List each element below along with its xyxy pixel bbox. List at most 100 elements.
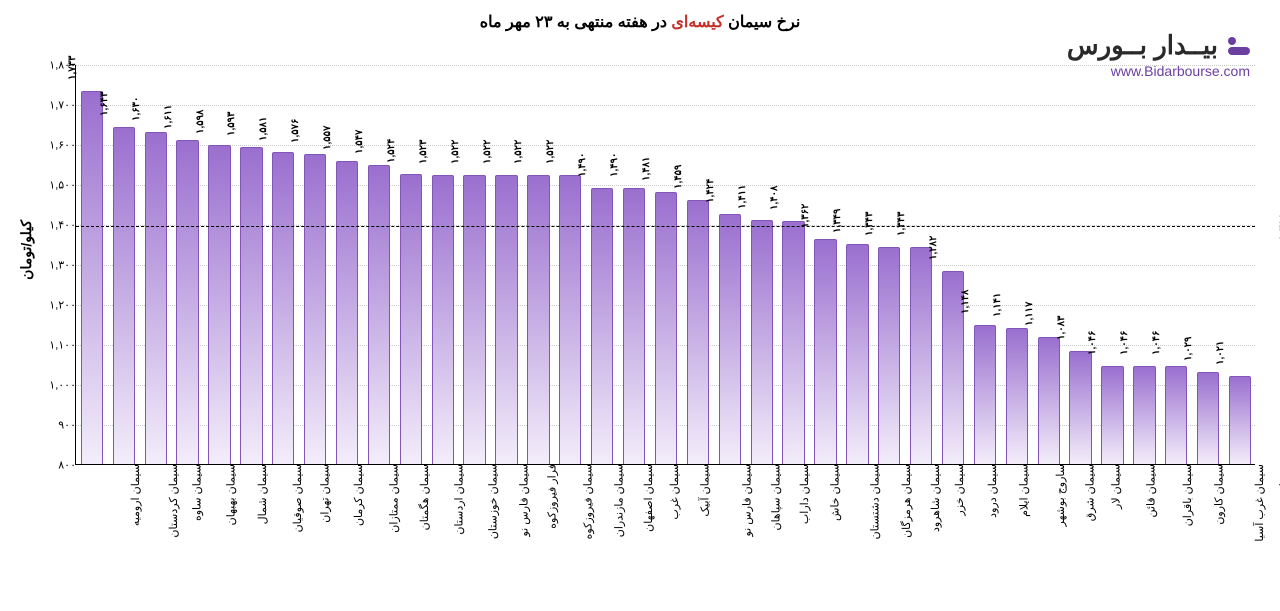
bar-value-label: ۱,۱۱۷: [1024, 302, 1037, 326]
bar: ۱,۳۴۳: [910, 247, 932, 464]
bar: ۱,۵۹۸: [208, 145, 230, 464]
bar: ۱,۵۵۷: [336, 161, 358, 464]
x-tick-label: سیمان فیروزکوه: [576, 464, 595, 539]
y-tick-label: ۱,۳۰۰: [41, 259, 76, 272]
bar: ۱,۰۲۹: [1197, 372, 1219, 464]
bar: ۱,۵۷۶: [304, 154, 326, 464]
x-tick-label: سیمان ارومیه: [123, 464, 142, 526]
bar-value-label: ۱,۵۷۶: [290, 118, 303, 142]
x-tick-label: سیمان ممتازان: [381, 464, 400, 533]
bar: ۱,۵۴۷: [368, 165, 390, 464]
bar: ۱,۶۴۳: [113, 127, 135, 464]
x-tick-label: سیمان کارون: [1207, 464, 1226, 525]
x-tick-label: سیمان تهران: [313, 464, 332, 523]
bar-value-label: ۱,۴۹۰: [609, 153, 622, 177]
x-tick-label: سیمان شرق: [1077, 464, 1096, 521]
gridline: [76, 65, 1255, 66]
bar: ۱,۳۴۹: [846, 244, 868, 464]
bar-value-label: ۱,۵۲۲: [450, 140, 463, 164]
bar-value-label: ۱,۶۳۰: [131, 97, 144, 121]
bar: ۱,۵۲۴: [400, 174, 422, 464]
bar: ۱,۰۲۱: [1229, 376, 1251, 464]
bar: ۱,۴۰۸: [782, 221, 804, 464]
title-accent: کیسه‌ای: [671, 14, 723, 31]
x-tick-label: سیمان قائن: [1139, 464, 1158, 517]
x-tick-label: سیمان صوفیان: [286, 464, 305, 532]
bar: ۱,۱۴۸: [974, 325, 996, 464]
bar-value-label: ۱,۴۵۹: [673, 165, 686, 189]
x-tick-label: سیمان آبیک: [692, 464, 711, 517]
bar-value-label: ۱,۵۵۷: [322, 126, 335, 150]
bar-value-label: ۱,۵۸۱: [258, 116, 271, 140]
bar-value-label: ۱,۰۴۶: [1119, 330, 1132, 354]
bar: ۱,۴۱۱: [751, 220, 773, 464]
x-tick-label: سیمان غرب آسیا: [1247, 464, 1266, 542]
x-tick-label: سیمان دشتستان: [863, 464, 882, 539]
bar: ۱,۱۴۱: [1006, 328, 1028, 464]
title-prefix: نرخ سیمان: [724, 14, 801, 31]
y-tick-label: ۱,۲۰۰: [41, 299, 76, 312]
x-tick-label: سیمان باقران: [1176, 464, 1195, 526]
x-tick-label: سیمان بهبهان: [218, 464, 237, 525]
bar: ۱,۵۲۲: [463, 175, 485, 464]
bar: ۱,۵۲۳: [432, 175, 454, 464]
bar-value-label: ۱,۲۸۲: [928, 236, 941, 260]
bar-value-label: ۱,۵۲۳: [418, 139, 431, 163]
bar-value-label: ۱,۷۳۳: [67, 55, 80, 79]
y-tick-label: ۱,۵۰۰: [41, 179, 76, 192]
chart-title: نرخ سیمان کیسه‌ای در هفته منتهی به ۲۳ مه…: [0, 12, 1280, 32]
bar-value-label: ۱,۰۴۶: [1151, 330, 1164, 354]
x-tick-label: سیمان شاهرود: [923, 464, 942, 532]
x-tick-label: سیمان ساوه: [184, 464, 203, 521]
bar-value-label: ۱,۳۴۹: [832, 209, 845, 233]
x-tick-label: سیمان شمال: [250, 464, 269, 524]
bar-value-label: ۱,۵۲۲: [513, 140, 526, 164]
x-tick-label: سیمان داراب: [792, 464, 811, 524]
x-tick-label: سیمان مازندران: [607, 464, 626, 537]
bar-value-label: ۱,۵۹۸: [194, 109, 207, 133]
x-tick-label: سیمان هرمزگان: [894, 464, 913, 538]
bar-value-label: ۱,۳۴۳: [864, 211, 877, 235]
x-tick-label: سیمان بجنورد: [1271, 464, 1280, 527]
bar: ۱,۰۸۳: [1069, 351, 1091, 464]
bar: ۱,۱۱۷: [1038, 337, 1060, 464]
bar: ۱,۴۹۰: [591, 188, 613, 464]
x-tick-label: فرار فیروزکوه: [539, 464, 558, 529]
bar-value-label: ۱,۵۲۴: [386, 139, 399, 163]
bar-value-label: ۱,۴۰۸: [768, 185, 781, 209]
bar: ۱,۴۲۴: [719, 214, 741, 464]
x-tick-label: سیمان کرمان: [346, 464, 365, 526]
x-tick-label: سیمان هگمتان: [412, 464, 431, 530]
bar-value-label: ۱,۵۹۳: [226, 111, 239, 135]
bar-value-label: ۱,۰۲۹: [1183, 337, 1196, 361]
bar: ۱,۷۳۳: [81, 91, 103, 464]
bar: ۱,۵۸۱: [272, 152, 294, 464]
bar-value-label: ۱,۶۱۱: [162, 104, 175, 128]
bar-value-label: ۱,۰۲۱: [1215, 340, 1228, 364]
y-tick-label: ۱,۶۰۰: [41, 139, 76, 152]
x-tick-label: سیمان اصفهان: [636, 464, 655, 532]
bar: ۱,۶۱۱: [176, 140, 198, 464]
y-tick-label: ۱,۷۰۰: [41, 99, 76, 112]
bar-value-label: ۱,۰۴۶: [1087, 330, 1100, 354]
gridline: [76, 145, 1255, 146]
x-tick-label: سیمان فارس نو: [734, 464, 753, 537]
reference-line: [76, 226, 1255, 227]
bar-value-label: ۱,۴۲۴: [705, 179, 718, 203]
bar-value-label: ۱,۰۸۳: [1055, 315, 1068, 339]
logo-top: بیــدار بــورس: [1020, 30, 1250, 61]
bar: ۱,۰۴۶: [1101, 366, 1123, 464]
x-tick-label: سیمان خوزستان: [480, 464, 499, 539]
bar-value-label: ۱,۴۱۱: [737, 184, 750, 208]
x-tick-label: سیمان درود: [980, 464, 999, 518]
bar: ۱,۵۲۲: [527, 175, 549, 464]
x-tick-label: سیمان فارس نو: [511, 464, 530, 537]
y-tick-label: ۱,۱۰۰: [41, 339, 76, 352]
bar: ۱,۴۵۹: [687, 200, 709, 464]
x-tick-label: سیمان ایلام: [1011, 464, 1030, 517]
bar: ۱,۰۴۶: [1133, 366, 1155, 464]
chart-plot-area: ۸۰۰۹۰۰۱,۰۰۰۱,۱۰۰۱,۲۰۰۱,۳۰۰۱,۴۰۰۱,۵۰۰۱,۶۰…: [75, 65, 1255, 465]
x-tick-label: ساروج بوشهر: [1048, 464, 1067, 526]
y-tick-label: ۸۰۰: [50, 459, 76, 472]
bar-value-label: ۱,۱۴۱: [992, 292, 1005, 316]
